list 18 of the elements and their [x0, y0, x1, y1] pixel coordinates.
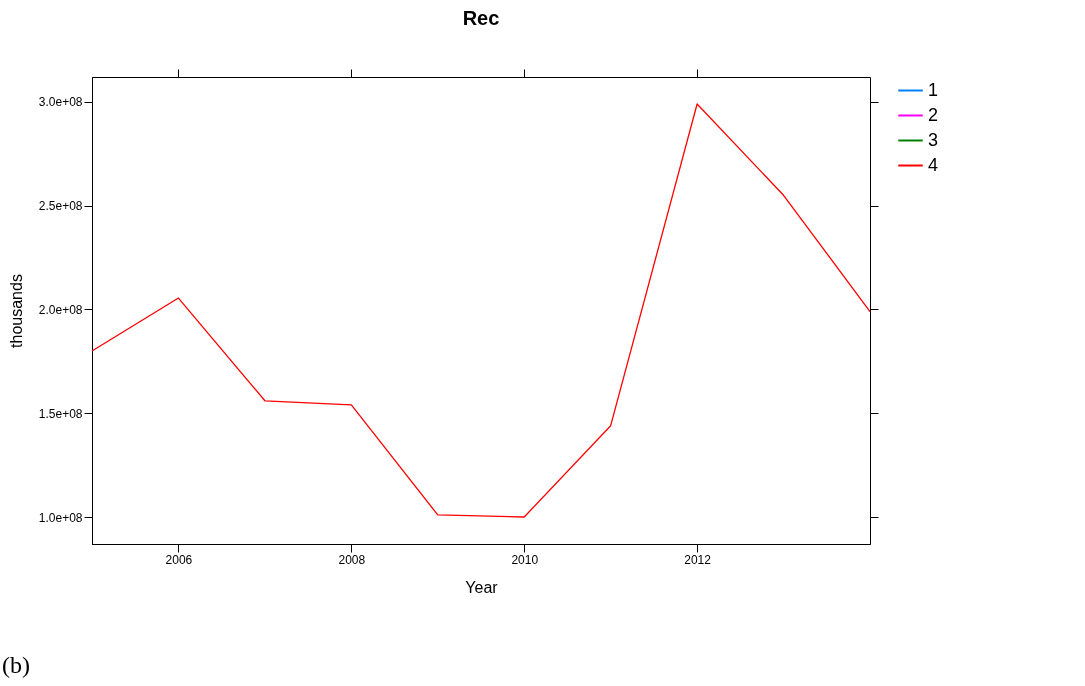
- x-tick-label: 2012: [684, 552, 712, 567]
- text: (b): [2, 652, 30, 679]
- legend-label: 1: [928, 79, 939, 100]
- y-tick-label: 1.5e+08: [38, 406, 83, 421]
- y-tick-label: 3.0e+08: [38, 95, 83, 110]
- y-tick-label: 2.5e+08: [38, 199, 83, 214]
- legend-label: 3: [928, 129, 939, 150]
- x-tick-label: 2006: [165, 552, 193, 567]
- legend-label: 2: [928, 104, 939, 125]
- x-tick-label: 2008: [338, 552, 366, 567]
- x-tick-label: 2010: [511, 552, 539, 567]
- chart-title: Rec: [462, 6, 500, 29]
- y-tick-label: 2.0e+08: [38, 302, 83, 317]
- y-axis-title: thousands: [7, 274, 25, 348]
- y-tick-label: 1.0e+08: [38, 510, 83, 525]
- x-axis-title: Year: [465, 578, 499, 596]
- line-series: [91, 103, 871, 518]
- legend-label: 4: [928, 154, 939, 175]
